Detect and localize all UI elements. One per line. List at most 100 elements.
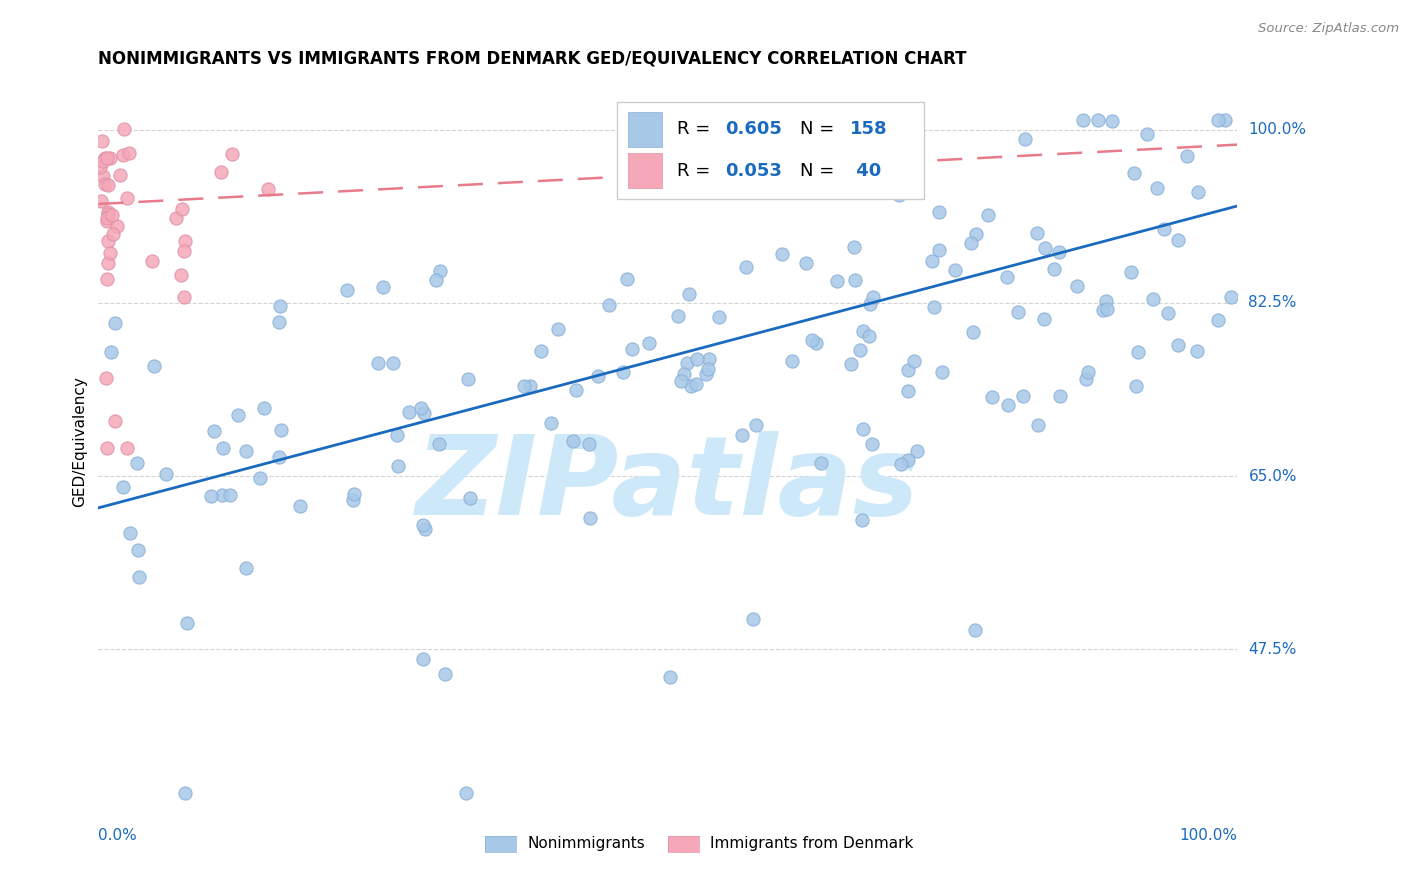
Point (94, 371, 117, 385)
Point (89, 161, 111, 175)
Point (117, 146, 139, 161)
Point (98, 246, 121, 260)
Point (91, 154, 114, 169)
Text: 158: 158 (851, 120, 887, 138)
Point (1153, 221, 1175, 235)
Point (928, 243, 950, 257)
Text: Nonimmigrants: Nonimmigrants (527, 837, 645, 851)
Point (1146, 181, 1168, 195)
Y-axis label: GED/Equivalency: GED/Equivalency (72, 376, 87, 507)
Point (1092, 303, 1115, 318)
Point (839, 357, 862, 371)
Point (91, 169, 114, 183)
Point (963, 623, 986, 637)
Point (1026, 417, 1049, 432)
Point (616, 272, 638, 286)
Point (270, 423, 292, 437)
Point (1166, 337, 1188, 351)
Point (257, 181, 280, 195)
Point (105, 219, 128, 233)
Point (115, 191, 138, 205)
Point (253, 401, 276, 415)
Point (235, 443, 257, 458)
Point (367, 356, 389, 370)
Point (143, 359, 166, 373)
Point (1033, 312, 1056, 326)
Point (852, 324, 875, 338)
Point (413, 522, 436, 536)
Point (897, 384, 920, 399)
Point (104, 414, 127, 428)
Point (97, 207, 120, 221)
Point (249, 471, 271, 485)
Point (731, 427, 754, 442)
Point (211, 487, 233, 501)
Point (89, 194, 111, 209)
Point (921, 253, 943, 268)
Point (111, 480, 134, 494)
Point (101, 208, 124, 222)
Point (173, 290, 195, 304)
Point (1087, 112, 1109, 127)
Point (1187, 185, 1209, 199)
Point (862, 437, 884, 451)
Point (458, 491, 481, 505)
Point (852, 422, 875, 436)
Point (170, 268, 193, 282)
Point (115, 442, 138, 456)
Point (896, 453, 918, 467)
Point (844, 273, 866, 287)
Point (962, 326, 984, 340)
Point (94, 178, 117, 192)
Point (387, 428, 409, 442)
Point (141, 254, 163, 268)
Point (1007, 305, 1029, 319)
Point (995, 270, 1018, 285)
Point (174, 786, 197, 800)
Point (382, 356, 405, 370)
Point (659, 670, 682, 684)
Point (612, 365, 634, 379)
Point (108, 169, 131, 183)
Point (413, 406, 436, 420)
Point (1123, 166, 1146, 180)
Point (858, 329, 880, 343)
Point (267, 450, 290, 464)
Point (1175, 149, 1198, 163)
Point (669, 374, 692, 388)
Point (412, 652, 434, 666)
Point (343, 486, 366, 500)
Point (547, 322, 569, 336)
Point (696, 361, 718, 376)
Point (530, 343, 553, 358)
Point (170, 202, 193, 216)
Point (842, 239, 865, 253)
Point (638, 335, 661, 350)
Point (100, 345, 122, 359)
Point (342, 493, 364, 508)
Text: 82.5%: 82.5% (1249, 295, 1296, 310)
Point (212, 441, 235, 455)
Point (118, 525, 141, 540)
Point (849, 343, 872, 358)
Point (1206, 313, 1229, 327)
Point (825, 275, 848, 289)
Point (1219, 290, 1241, 304)
Text: ZIPatlas: ZIPatlas (416, 432, 920, 539)
Point (579, 511, 602, 525)
Point (96, 214, 118, 228)
Point (1125, 378, 1147, 392)
Point (1119, 265, 1142, 279)
Point (90, 135, 112, 149)
Point (686, 352, 709, 367)
Text: 40: 40 (851, 161, 882, 179)
Point (1033, 241, 1056, 255)
Point (202, 424, 225, 438)
Point (561, 434, 583, 449)
FancyBboxPatch shape (617, 102, 924, 200)
Point (800, 333, 823, 347)
Point (398, 405, 420, 419)
Point (804, 336, 827, 351)
Point (200, 489, 222, 503)
Point (96, 178, 118, 192)
